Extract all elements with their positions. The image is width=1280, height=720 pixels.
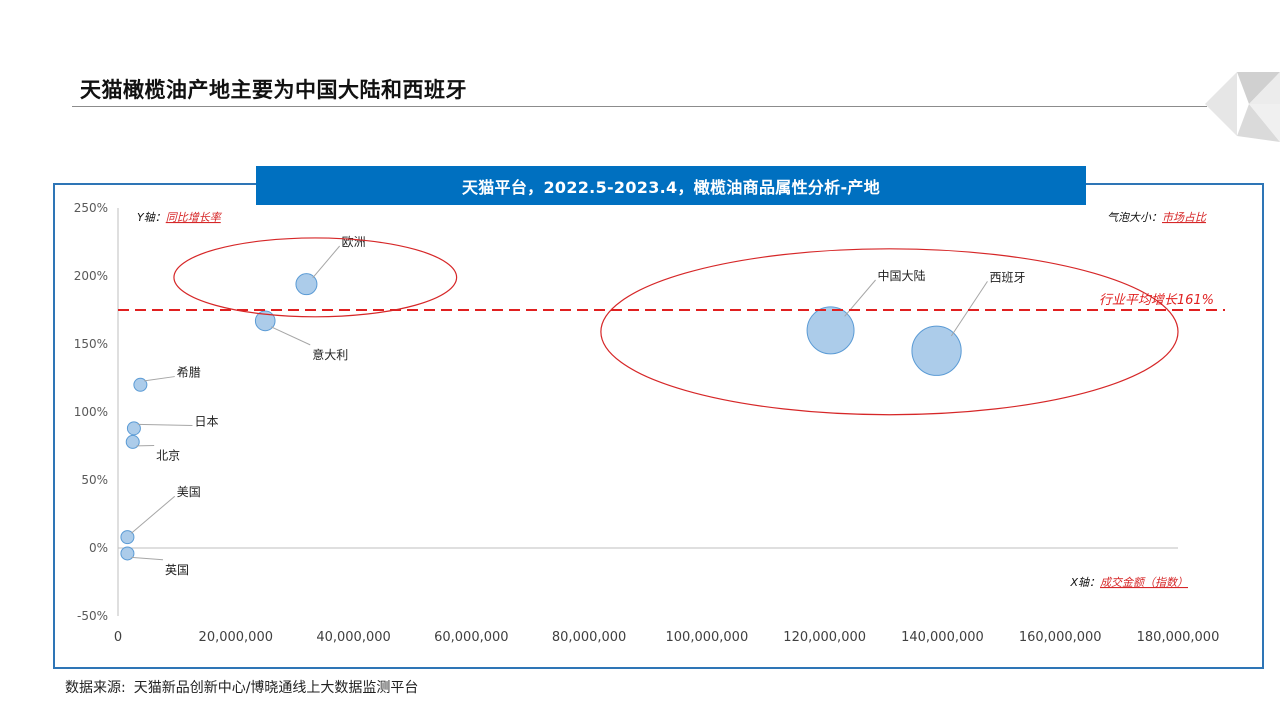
x-tick-label: 140,000,000 (901, 630, 984, 645)
y-tick-label: 50% (81, 473, 108, 487)
leader-line (312, 245, 341, 279)
leader-line (131, 556, 164, 561)
y-tick-label: -50% (77, 609, 108, 623)
bubble-point (120, 530, 135, 545)
x-tick-label: 180,000,000 (1137, 630, 1220, 645)
x-tick-label: 100,000,000 (666, 630, 749, 645)
source-text: 天猫新品创新中心/博晓通线上大数据监测平台 (133, 680, 419, 696)
point-label: 希腊 (177, 365, 201, 380)
y-tick-label: 100% (74, 405, 108, 419)
leader-line (270, 326, 311, 346)
highlight-ellipse (173, 237, 458, 318)
bubble-size-note: 气泡大小：市场占比 (1107, 211, 1207, 224)
bubble-point (133, 377, 148, 392)
bubble-point (806, 306, 855, 355)
point-label: 中国大陆 (878, 268, 926, 283)
point-label: 西班牙 (989, 270, 1025, 284)
y-tick-label: 150% (74, 337, 108, 351)
point-label: 欧洲 (342, 235, 366, 249)
y-tick-label: 200% (74, 269, 108, 283)
highlight-ellipse (600, 248, 1179, 416)
source-label: 数据来源: (65, 680, 126, 696)
page-title: 天猫橄榄油产地主要为中国大陆和西班牙 (80, 78, 467, 102)
point-label: 英国 (165, 563, 189, 577)
title-divider (72, 106, 1207, 107)
x-tick-label: 20,000,000 (199, 630, 273, 645)
leader-line (144, 376, 175, 382)
leader-line (137, 423, 193, 427)
y-axis-note: Y轴：同比增长率 (137, 211, 223, 224)
bubble-point (120, 546, 135, 561)
leader-line (130, 495, 176, 534)
x-tick-label: 0 (114, 630, 122, 645)
x-axis-note: X轴：成交金额（指数） (1069, 576, 1188, 589)
chart-title: 天猫平台，2022.5-2023.4，橄榄油商品属性分析-产地 (256, 166, 1086, 205)
x-tick-label: 40,000,000 (316, 630, 390, 645)
point-label: 意大利 (312, 347, 348, 362)
y-tick-label: 250% (74, 201, 108, 215)
source-note: 数据来源: 天猫新品创新中心/博晓通线上大数据监测平台 (65, 677, 426, 697)
x-tick-label: 60,000,000 (434, 630, 508, 645)
x-tick-label: 120,000,000 (783, 630, 866, 645)
x-tick-label: 80,000,000 (552, 630, 626, 645)
bubble-point (254, 310, 276, 332)
point-label: 日本 (194, 415, 218, 429)
bubble-point (295, 273, 318, 296)
corner-logo-icon (1205, 72, 1280, 142)
bubble-point (911, 325, 962, 376)
bubble-point (126, 421, 141, 436)
point-label: 美国 (177, 485, 201, 499)
bubble-point (125, 434, 140, 449)
x-tick-label: 160,000,000 (1019, 630, 1102, 645)
y-tick-label: 0% (89, 541, 108, 555)
leader-line (950, 281, 988, 337)
point-label: 北京 (156, 449, 180, 463)
